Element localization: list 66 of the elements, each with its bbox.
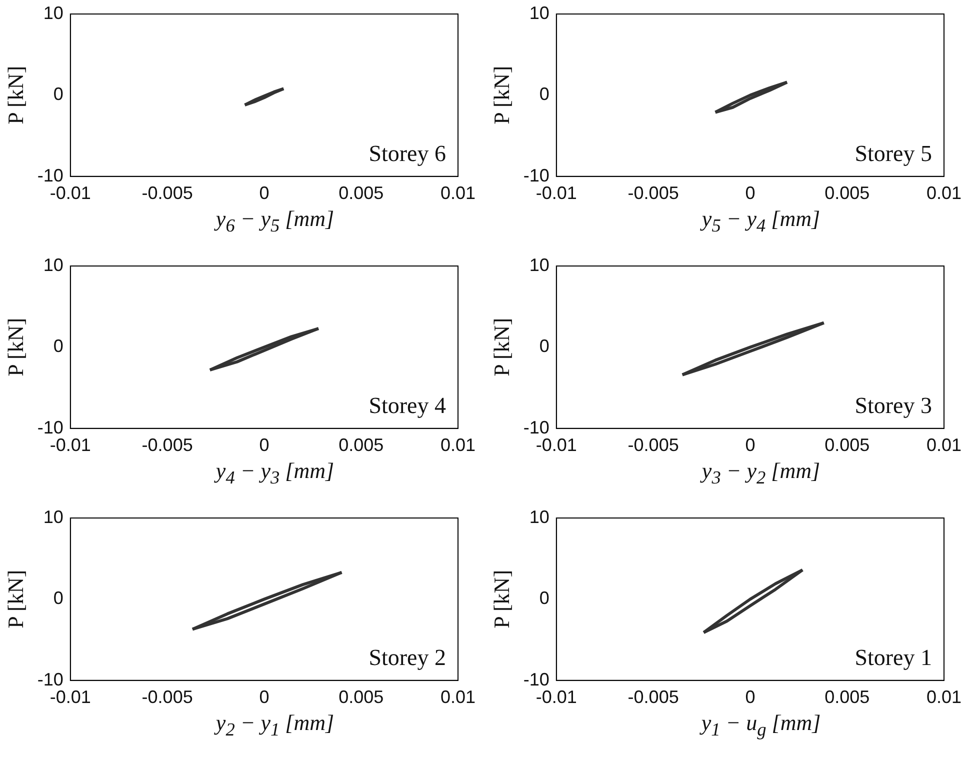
annotation: Storey 2 bbox=[368, 644, 446, 670]
x-tick-label: -0.01 bbox=[50, 183, 91, 204]
x-tick-label: 0 bbox=[745, 435, 756, 456]
x-tick-label: 0.01 bbox=[440, 435, 476, 456]
x-tick-label: 0 bbox=[259, 435, 270, 456]
x-tick-label: -0.005 bbox=[628, 435, 679, 456]
x-axis-title: y$_{3}$ − y$_{2}$ [mm] bbox=[699, 458, 822, 488]
x-tick-label: -0.01 bbox=[536, 435, 577, 456]
x-tick-label: 0 bbox=[259, 687, 270, 708]
y-tick-label: -10 bbox=[37, 669, 64, 690]
annotation: Storey 1 bbox=[854, 644, 932, 670]
x-tick-label: 0.005 bbox=[338, 687, 384, 708]
x-tick-label: 0 bbox=[745, 687, 756, 708]
y-axis-title: P [kN] bbox=[488, 318, 514, 376]
x-tick-label: 0.01 bbox=[926, 435, 962, 456]
x-tick-label: -0.01 bbox=[536, 687, 577, 708]
y-tick-label: 0 bbox=[53, 336, 64, 356]
x-axis-title: y$_{4}$ − y$_{3}$ [mm] bbox=[213, 458, 336, 488]
x-axis-title: y$_{6}$ − y$_{5}$ [mm] bbox=[213, 206, 336, 236]
x-tick-label: -0.005 bbox=[142, 687, 193, 708]
y-tick-label: 0 bbox=[53, 84, 64, 104]
y-tick-label: -10 bbox=[523, 669, 550, 690]
y-tick-label: -10 bbox=[523, 165, 550, 186]
y-tick-label: 10 bbox=[529, 2, 550, 23]
x-tick-label: 0 bbox=[745, 183, 756, 204]
annotation: Storey 4 bbox=[368, 392, 446, 418]
y-tick-label: 10 bbox=[43, 506, 64, 527]
y-axis-title: P [kN] bbox=[488, 66, 514, 124]
x-tick-label: 0.01 bbox=[440, 183, 476, 204]
y-tick-label: 10 bbox=[43, 254, 64, 275]
x-tick-label: -0.01 bbox=[50, 687, 91, 708]
x-tick-label: 0.005 bbox=[338, 435, 384, 456]
y-axis-title: P [kN] bbox=[488, 570, 514, 628]
y-tick-label: 0 bbox=[539, 588, 550, 608]
y-axis-title: P [kN] bbox=[2, 66, 28, 124]
annotation: Storey 6 bbox=[368, 140, 446, 166]
y-tick-label: 10 bbox=[43, 2, 64, 23]
x-tick-label: 0 bbox=[259, 183, 270, 204]
x-tick-label: -0.005 bbox=[142, 435, 193, 456]
x-tick-label: 0.005 bbox=[824, 183, 870, 204]
annotation: Storey 3 bbox=[854, 392, 932, 418]
y-axis-title: P [kN] bbox=[2, 570, 28, 628]
x-tick-label: 0.01 bbox=[440, 687, 476, 708]
annotation: Storey 5 bbox=[854, 140, 932, 166]
y-tick-label: -10 bbox=[523, 417, 550, 438]
x-tick-label: -0.005 bbox=[628, 183, 679, 204]
y-tick-label: -10 bbox=[37, 417, 64, 438]
y-tick-label: 0 bbox=[53, 588, 64, 608]
x-axis-title: y$_{1}$ − u$_{g}$ [mm] bbox=[698, 710, 822, 740]
y-axis-title: P [kN] bbox=[2, 318, 28, 376]
x-tick-label: -0.005 bbox=[142, 183, 193, 204]
y-tick-label: 10 bbox=[529, 254, 550, 275]
y-tick-label: 10 bbox=[529, 506, 550, 527]
y-tick-label: -10 bbox=[37, 165, 64, 186]
x-tick-label: 0.005 bbox=[824, 435, 870, 456]
x-axis-title: y$_{5}$ − y$_{4}$ [mm] bbox=[699, 206, 822, 236]
x-tick-label: 0.005 bbox=[824, 687, 870, 708]
x-axis-title: y$_{2}$ − y$_{1}$ [mm] bbox=[213, 710, 336, 740]
x-tick-label: -0.01 bbox=[50, 435, 91, 456]
y-tick-label: 0 bbox=[539, 84, 550, 104]
y-tick-label: 0 bbox=[539, 336, 550, 356]
x-tick-label: -0.005 bbox=[628, 687, 679, 708]
x-tick-label: 0.01 bbox=[926, 687, 962, 708]
x-tick-label: 0.005 bbox=[338, 183, 384, 204]
x-tick-label: 0.01 bbox=[926, 183, 962, 204]
x-tick-label: -0.01 bbox=[536, 183, 577, 204]
